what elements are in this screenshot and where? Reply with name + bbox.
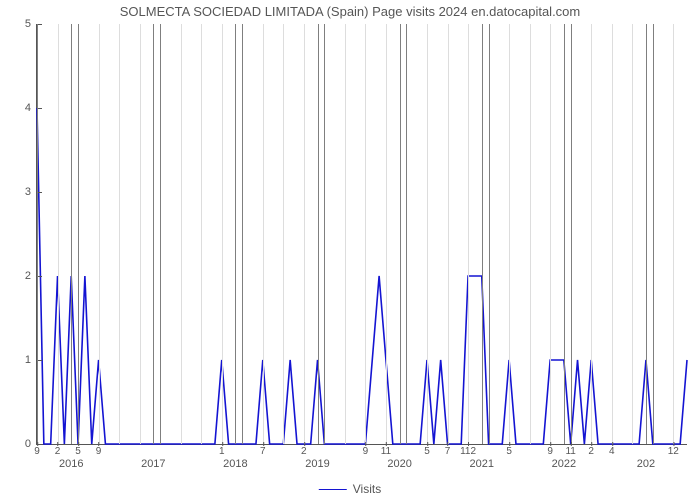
gridline	[99, 24, 100, 444]
gridline	[571, 24, 572, 444]
gridline-year	[153, 24, 154, 444]
gridline	[263, 24, 264, 444]
gridline	[160, 24, 161, 444]
gridline	[365, 24, 366, 444]
gridline	[119, 24, 120, 444]
gridline-year	[318, 24, 319, 444]
gridline	[612, 24, 613, 444]
gridline-year	[400, 24, 401, 444]
gridline-year	[564, 24, 565, 444]
x-tick-minor: 2	[55, 444, 61, 457]
visits-line	[37, 108, 687, 444]
x-tick-minor: 11	[381, 444, 391, 457]
gridline	[324, 24, 325, 444]
gridline-year	[71, 24, 72, 444]
x-tick-minor: 7	[260, 444, 266, 457]
gridline	[468, 24, 469, 444]
gridline	[242, 24, 243, 444]
gridline	[386, 24, 387, 444]
y-tick: 2	[25, 270, 37, 282]
gridline	[673, 24, 674, 444]
gridline	[140, 24, 141, 444]
x-tick-minor: 9	[34, 444, 40, 457]
chart-title: SOLMECTA SOCIEDAD LIMITADA (Spain) Page …	[0, 4, 700, 19]
x-tick-year: 202	[637, 444, 655, 470]
gridline	[530, 24, 531, 444]
x-tick-minor: 11	[565, 444, 575, 457]
gridline	[304, 24, 305, 444]
gridline-year	[646, 24, 647, 444]
gridline	[489, 24, 490, 444]
x-tick-minor: 4	[609, 444, 615, 457]
gridline	[427, 24, 428, 444]
x-tick-year: 2018	[223, 444, 247, 470]
x-tick-minor: 5	[75, 444, 81, 457]
gridline	[406, 24, 407, 444]
gridline	[448, 24, 449, 444]
x-tick-minor: 5	[424, 444, 430, 457]
gridline	[58, 24, 59, 444]
gridline	[632, 24, 633, 444]
gridline	[283, 24, 284, 444]
gridline	[181, 24, 182, 444]
legend-swatch	[319, 489, 347, 490]
x-tick-minor: 5	[506, 444, 512, 457]
legend-label: Visits	[353, 482, 381, 496]
gridline	[509, 24, 510, 444]
gridline-year	[482, 24, 483, 444]
x-tick-minor: 9	[363, 444, 369, 457]
x-tick-minor: 9	[96, 444, 102, 457]
x-tick-minor: 2	[588, 444, 594, 457]
gridline	[345, 24, 346, 444]
x-tick-minor: 9	[547, 444, 553, 457]
line-series	[37, 24, 687, 444]
gridline	[78, 24, 79, 444]
x-tick-minor: 1	[219, 444, 225, 457]
y-tick: 4	[25, 102, 37, 114]
x-tick-year: 2017	[141, 444, 165, 470]
gridline	[37, 24, 38, 444]
gridline	[550, 24, 551, 444]
y-tick: 5	[25, 18, 37, 30]
legend: Visits	[319, 482, 381, 496]
x-tick-minor: 7	[445, 444, 451, 457]
plot-area: 0123452016201720182019202020212022202925…	[36, 24, 687, 445]
x-tick-minor: 12	[668, 444, 679, 457]
x-tick-year: 2019	[305, 444, 329, 470]
gridline	[222, 24, 223, 444]
x-tick-minor: 112	[460, 444, 476, 457]
x-tick-minor: 2	[301, 444, 307, 457]
gridline	[591, 24, 592, 444]
y-tick: 3	[25, 186, 37, 198]
gridline-year	[235, 24, 236, 444]
gridline	[201, 24, 202, 444]
y-tick: 1	[25, 354, 37, 366]
gridline	[653, 24, 654, 444]
